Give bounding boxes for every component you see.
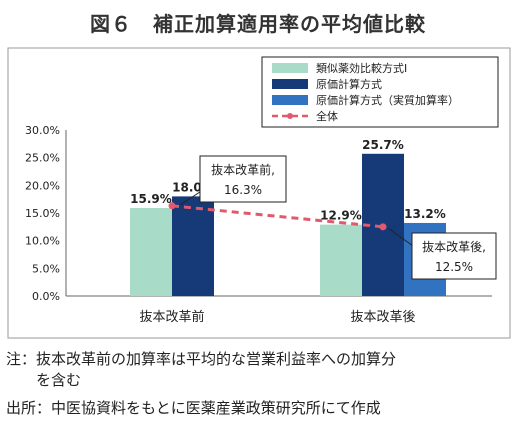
x-tick-label: 抜本改革前	[139, 309, 204, 325]
footnote-2: を含む	[6, 371, 82, 389]
bar-value-label: 25.7%	[362, 138, 404, 152]
source-note: 出所：中医協資料をもとに医薬産業政策研究所にて作成	[6, 399, 381, 417]
y-tick-label: 15.0%	[25, 207, 60, 220]
line-point	[168, 202, 176, 210]
callout-box	[411, 232, 497, 280]
legend-label-line: 全体	[316, 109, 338, 123]
callout-box	[199, 155, 287, 203]
chart-title: 図６ 補正加算適用率の平均値比較	[90, 12, 426, 36]
line-point	[379, 223, 387, 231]
x-tick-label: 抜本改革後	[350, 309, 415, 325]
callout-line2: 12.5%	[435, 260, 473, 274]
callout-line1: 抜本改革後,	[422, 240, 486, 254]
callout-leader	[387, 227, 414, 247]
bar-value-labels: 15.9%18.0%12.9%25.7%13.2%	[130, 138, 446, 223]
bar-series2	[172, 196, 214, 296]
y-tick-label: 0.0%	[32, 290, 60, 303]
legend-swatch-series3	[272, 95, 308, 105]
legend-swatch-series2	[272, 79, 308, 89]
legend-label-series2: 原価計算方式	[316, 77, 382, 91]
y-tick-labels: 0.0% 5.0% 10.0% 15.0% 20.0% 25.0% 30.0%	[25, 124, 60, 303]
legend-swatch-series1	[272, 63, 308, 73]
y-tick-label: 5.0%	[32, 262, 60, 275]
bar-series1	[320, 224, 362, 296]
legend-label-series3: 原価計算方式（実質加算率）	[316, 93, 459, 107]
legend-line-marker	[287, 113, 293, 119]
callout-line1: 抜本改革前,	[211, 162, 275, 177]
callout-line2: 16.3%	[224, 183, 262, 197]
bar-value-label: 13.2%	[404, 207, 446, 221]
callout-before: 抜本改革前, 16.3%	[179, 155, 287, 206]
callout-after: 抜本改革後, 12.5%	[387, 227, 497, 280]
plot-area-frame	[7, 47, 511, 339]
bar-value-label: 15.9%	[130, 192, 172, 206]
bar-value-label: 12.9%	[320, 209, 362, 223]
y-tick-label: 10.0%	[25, 235, 60, 248]
bar-group	[130, 153, 446, 296]
chart-svg: 0.0% 5.0% 10.0% 15.0% 20.0% 25.0% 30.0% …	[7, 47, 511, 339]
legend: 類似薬効比較方式Ⅰ 原価計算方式 原価計算方式（実質加算率） 全体	[261, 56, 499, 128]
legend-box	[261, 56, 499, 128]
y-tick-label: 25.0%	[25, 152, 60, 165]
line-series-layer	[168, 202, 387, 231]
legend-label-series1: 類似薬効比較方式Ⅰ	[316, 61, 407, 75]
y-tick-label: 30.0%	[25, 124, 60, 137]
footnote-1: 注：抜本改革前の加算率は平均的な営業利益率への加算分	[6, 350, 397, 368]
y-tick-label: 20.0%	[25, 179, 60, 192]
bar-series1	[130, 208, 172, 296]
